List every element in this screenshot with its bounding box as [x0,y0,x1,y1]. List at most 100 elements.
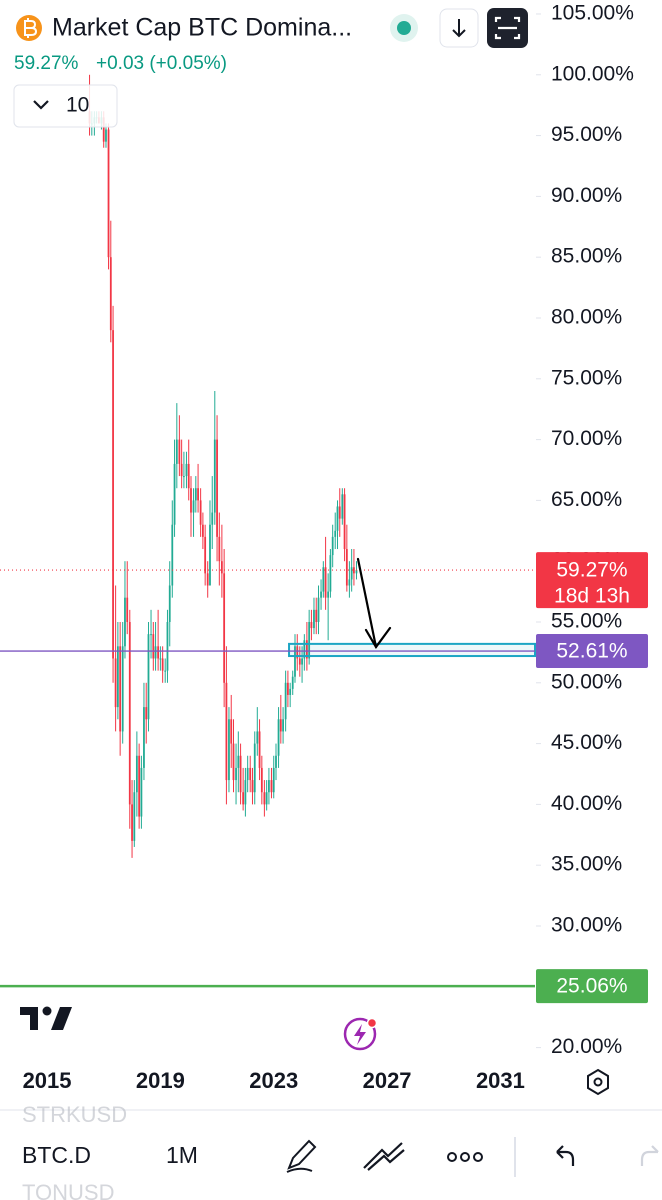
candle-body [272,767,275,793]
y-tick-label: 100.00% [551,62,634,85]
redo-button[interactable] [640,1145,659,1166]
candle-body [147,634,150,720]
candle-body [263,792,266,805]
candle-body [190,488,192,513]
arrow-shaft [356,557,378,649]
candle-body [206,573,209,586]
y-tick-label: 90.00% [551,184,622,207]
line-tool[interactable] [363,1142,405,1171]
candle-body [223,573,226,683]
candle-body [168,585,171,622]
candle-body [133,792,136,841]
candle-body [140,767,143,817]
x-tick-label: 2015 [23,1068,72,1093]
candle-body [121,646,124,732]
arrow-drawing [356,557,392,649]
candle-body [213,439,216,513]
candle-body [150,634,152,636]
candle-body [173,463,176,525]
more-button[interactable] [447,1152,483,1162]
draw-tool[interactable] [286,1139,317,1173]
candle-body [260,767,263,793]
candle-body [143,707,145,768]
candle-body [289,688,292,695]
candle-body [336,506,339,531]
candle-body [209,524,211,586]
y-tick-label: 65.00% [551,488,622,511]
candle-body [187,463,190,489]
price-axis: 20.00%25.00%30.00%35.00%40.00%45.00%50.0… [536,2,634,1058]
header-change: +0.03 (+0.05%) [96,53,227,74]
candle-body [284,682,287,720]
undo-button[interactable] [556,1145,575,1166]
dot [447,1152,457,1162]
candle-body [175,439,178,464]
y-tick-label: 30.00% [551,914,622,937]
interval-button[interactable]: 1M [166,1142,198,1168]
price-label-bg [536,634,648,669]
logo-part [51,1007,72,1030]
candle-body [225,682,228,781]
time-axis: 2015 2019 2023 2027 2031 [23,1068,525,1093]
settings-icon[interactable] [587,1068,609,1096]
candle-body [204,536,207,574]
candle-body [235,767,237,781]
lightning-bolt [354,1024,366,1045]
indicators-toggle[interactable] [13,84,118,128]
candle-body [216,439,218,537]
candle-body [338,506,341,519]
candle-body [159,658,162,660]
candle-body [166,621,169,671]
y-tick-label: 75.00% [551,366,622,389]
candle-body [320,591,322,598]
candle-body [199,500,202,525]
arrow-head [364,626,392,649]
candle-body [128,621,131,805]
candle-body [270,780,273,793]
price-label: 25.06% [556,975,627,998]
candle-body [345,549,348,586]
candle-body [220,561,223,574]
tv-logo [20,1006,72,1030]
candle-body [348,579,351,586]
candle-body [298,658,301,665]
candle-body [218,536,221,562]
candle-body [161,658,164,671]
y-tick-label: 45.00% [551,731,622,754]
candle-body [294,646,296,677]
symbol-title[interactable]: Market Cap BTC Domina... [52,14,352,42]
lightning-button[interactable] [343,1017,378,1051]
candle-body [107,129,110,258]
candle-body [164,670,167,672]
symbol-button[interactable]: BTC.D [22,1142,91,1168]
last-price-label: 59.27% [556,559,627,582]
candle-body [341,494,344,519]
candle-body [305,640,308,659]
candle-body [232,743,235,781]
y-tick-label: 105.00% [551,2,634,25]
candle-body [268,780,270,793]
y-tick-label: 80.00% [551,306,622,329]
last-price-bg [536,552,648,609]
x-tick-label: 2019 [136,1068,185,1093]
candle-body [322,567,325,592]
candle-body [237,755,240,768]
candle-body [116,646,119,708]
countdown-label: 18d 13h [554,585,630,608]
y-tick-label: 85.00% [551,245,622,268]
candle-body [315,609,318,622]
candle-body [126,597,129,622]
candle-body [112,330,114,659]
y-tick-label: 40.00% [551,792,622,815]
watchlist-ghost: STRKUSD [22,1102,127,1127]
y-tick-label: 95.00% [551,123,622,146]
y-tick-label: 70.00% [551,427,622,450]
candle-body [327,591,330,598]
logo-part [42,1006,52,1016]
price-zone [288,642,536,658]
candle-body [171,524,174,586]
plot-area [0,74,536,988]
candle-body [230,719,233,744]
price-labels: 52.61% 25.06% 59.27% 18d 13h [536,552,648,1004]
candle-body [211,512,214,525]
